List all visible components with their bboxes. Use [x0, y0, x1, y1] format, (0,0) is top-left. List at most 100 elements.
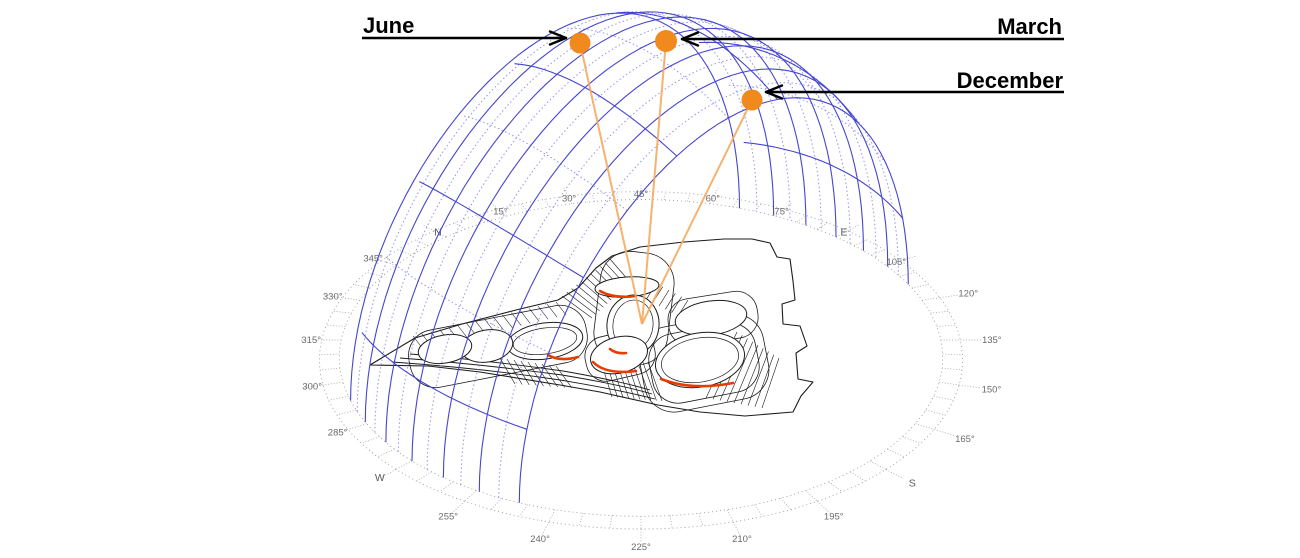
azimuth-label-345: 345° — [363, 253, 383, 264]
ring-tick-major — [301, 384, 324, 389]
ring-tick — [326, 325, 346, 327]
ring-tick-major — [422, 224, 435, 232]
arrowhead-march — [680, 37, 700, 47]
sun-path-dome — [350, 11, 909, 503]
hatch-line — [581, 280, 608, 304]
ring-tick — [319, 353, 340, 356]
ring-tick — [726, 509, 734, 523]
plan-accent-red — [659, 377, 735, 388]
ring-tick — [416, 471, 432, 482]
arrowhead-june — [548, 30, 568, 40]
azimuth-label-315: 315° — [301, 335, 321, 346]
ring-tick — [911, 284, 929, 289]
ring-tick — [816, 222, 828, 230]
hatch-line — [534, 362, 551, 387]
sun-dots — [569, 30, 763, 111]
ring-tick-major — [934, 429, 955, 436]
hatch-line — [555, 301, 567, 316]
arrowhead-december — [764, 84, 784, 94]
ring-tick — [578, 513, 584, 526]
hatch-line — [520, 360, 537, 386]
hour-line-solid — [698, 41, 859, 124]
ring-tick — [415, 239, 429, 246]
ring-tick — [902, 436, 921, 444]
site-plan — [369, 238, 814, 417]
sun-ray-december — [641, 99, 753, 325]
azimuth-label-195: 195° — [824, 511, 844, 522]
hour-line-dotted — [383, 255, 550, 353]
ring-tick — [925, 409, 946, 416]
sun-path-solid — [442, 45, 865, 478]
arrowhead-december — [764, 90, 784, 100]
ring-tick — [381, 260, 397, 266]
ring-tick — [497, 208, 507, 217]
arrowhead-june — [548, 36, 568, 46]
ring-tick — [434, 230, 447, 238]
ring-tick — [616, 192, 619, 201]
hatch-line — [527, 361, 544, 387]
ring-tick — [395, 460, 413, 470]
hatch-line — [546, 303, 558, 318]
hatch-line — [493, 316, 504, 331]
site-boundary — [369, 238, 814, 417]
ring-tick — [322, 381, 343, 386]
sun-path-dotted — [498, 82, 899, 498]
azimuth-label-E: E — [841, 227, 848, 239]
azimuth-label-105: 105° — [886, 257, 906, 268]
azimuth-ring — [300, 183, 982, 543]
ring-tick-major — [451, 501, 465, 514]
ring-tick — [942, 367, 963, 371]
ring-tick — [850, 471, 866, 482]
ring-tick — [915, 423, 935, 430]
ring-tick — [732, 199, 739, 208]
azimuth-label-120: 120° — [958, 289, 978, 300]
hatch-line — [740, 348, 764, 405]
ring-tick — [869, 460, 887, 470]
sun-path-solid — [364, 11, 775, 423]
hatch-line — [726, 341, 754, 402]
hour-line-solid — [616, 11, 778, 100]
azimuth-label-30: 30° — [562, 193, 577, 204]
ring-tick — [663, 192, 666, 201]
month-label-december: December — [957, 68, 1064, 93]
azimuth-label-N: N — [434, 227, 442, 239]
hatch-line — [457, 325, 468, 339]
ring-tick — [887, 448, 905, 458]
ring-tick — [591, 193, 596, 202]
hatch-line — [506, 358, 523, 385]
ring-tick — [491, 498, 502, 510]
ring-tick — [754, 504, 763, 517]
ring-tick — [366, 272, 383, 277]
ring-tick — [870, 249, 885, 256]
ring-tick — [319, 367, 340, 371]
ring-tick — [353, 284, 371, 289]
azimuth-label-75: 75° — [774, 206, 789, 217]
ring-tick — [475, 215, 486, 223]
azimuth-label-300: 300° — [302, 382, 322, 393]
hatch-line — [548, 364, 566, 388]
ring-tick — [347, 423, 367, 430]
sun-ray-march — [641, 40, 667, 325]
hatch-line — [541, 363, 558, 388]
ring-tick — [942, 353, 963, 356]
azimuth-label-240: 240° — [530, 534, 550, 545]
ring-tick — [933, 395, 954, 401]
azimuth-label-45: 45° — [634, 189, 649, 200]
azimuth-label-135: 135° — [982, 335, 1002, 346]
hatch-line — [576, 284, 604, 308]
ring-tick — [464, 490, 477, 502]
ring-tick — [397, 249, 412, 256]
site-plan-line — [391, 361, 656, 400]
sun-path-dotted — [397, 21, 822, 452]
sun-path-solid — [478, 68, 889, 492]
hatch-line — [566, 292, 596, 315]
hour-line-dotted — [566, 27, 729, 119]
ring-tick — [377, 448, 395, 458]
ring-tick — [775, 208, 785, 217]
hatch-line — [513, 359, 530, 386]
azimuth-label-60: 60° — [706, 193, 721, 204]
hatch-line — [733, 344, 759, 404]
hatch-line — [658, 289, 670, 307]
hour-line-solid — [514, 63, 678, 157]
